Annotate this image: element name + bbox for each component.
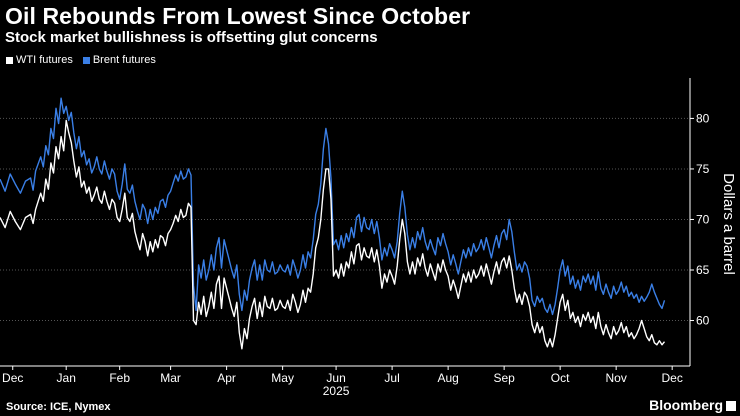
x-tick-label-mar-3: Mar [160, 371, 181, 385]
x-tick-label-dec-12: Dec [662, 371, 683, 385]
x-tick-label-jun-6: Jun [326, 371, 345, 385]
y-tick-label-65: 65 [696, 263, 710, 277]
x-axis-year-label: 2025 [323, 384, 350, 398]
chart-legend: WTI futures Brent futures [6, 54, 156, 66]
y-tick-label-80: 80 [696, 111, 710, 125]
y-axis-label: Dollars a barrel [720, 173, 737, 275]
legend-swatch-brent [82, 56, 90, 64]
source-note: Source: ICE, Nymex [6, 401, 111, 413]
legend-item-wti: WTI futures [6, 54, 73, 66]
x-tick-label-feb-2: Feb [109, 371, 130, 385]
legend-label-brent: Brent futures [92, 54, 156, 66]
series-line-brent [0, 97, 666, 316]
legend-item-brent: Brent futures [82, 54, 156, 66]
x-tick-label-oct-10: Oct [551, 371, 570, 385]
y-tick-label-75: 75 [696, 162, 710, 176]
chart-subtitle: Stock market bullishness is offsetting g… [5, 29, 378, 46]
x-tick-label-apr-4: Apr [217, 371, 236, 385]
x-axis-ticks: Dec Jan Feb Mar Apr May Jun Jul Aug Sep Oct Nov Dec [2, 366, 683, 385]
legend-swatch-wti [6, 56, 13, 64]
x-tick-label-nov-11: Nov [605, 371, 626, 385]
series-lines [0, 97, 666, 350]
y-axis-ticks: 60 65 70 75 80 [690, 111, 710, 328]
x-tick-label-dec-0: Dec [2, 371, 23, 385]
x-tick-label-jan-1: Jan [57, 371, 76, 385]
y-tick-label-70: 70 [696, 212, 710, 226]
x-tick-label-aug-8: Aug [437, 371, 458, 385]
y-tick-label-60: 60 [696, 314, 710, 328]
x-tick-label-may-5: May [271, 371, 294, 385]
x-tick-label-jul-7: Jul [384, 371, 399, 385]
series-line-wti [0, 119, 666, 350]
grid-lines [0, 117, 690, 322]
legend-label-wti: WTI futures [16, 54, 73, 66]
x-tick-label-sep-9: Sep [493, 371, 515, 385]
bloomberg-mark-icon [726, 401, 736, 411]
chart-title: Oil Rebounds From Lowest Since October [5, 3, 471, 29]
bloomberg-logo: Bloomberg [649, 397, 723, 413]
